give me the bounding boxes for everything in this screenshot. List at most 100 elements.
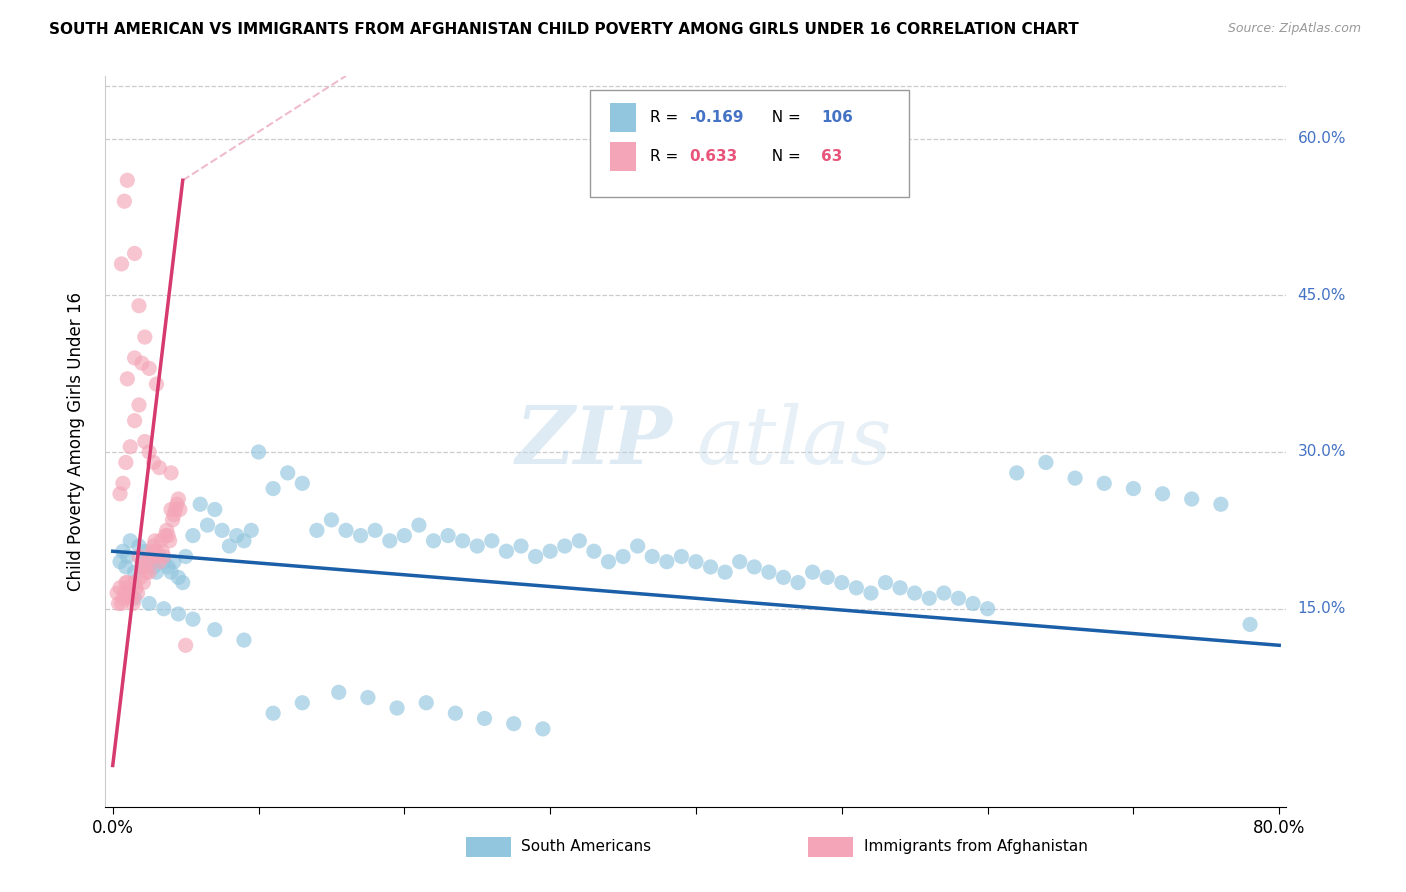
Point: [364, 524, 387, 538]
Point: [845, 581, 868, 595]
Point: [156, 524, 179, 538]
Point: [211, 524, 233, 538]
Point: [120, 440, 142, 454]
Point: [111, 544, 134, 558]
Point: [1239, 617, 1261, 632]
Point: [291, 476, 314, 491]
Point: [152, 549, 174, 564]
Point: [385, 701, 408, 715]
Point: [167, 491, 190, 506]
Point: [568, 533, 591, 548]
Point: [138, 445, 160, 459]
Point: [671, 549, 693, 564]
Point: [685, 555, 707, 569]
Point: [160, 502, 183, 516]
Point: [233, 633, 256, 648]
Point: [197, 518, 219, 533]
Point: [349, 528, 371, 542]
Text: Source: ZipAtlas.com: Source: ZipAtlas.com: [1227, 22, 1361, 36]
Point: [582, 544, 605, 558]
Point: [481, 533, 503, 548]
Point: [138, 597, 160, 611]
Point: [394, 528, 416, 542]
Point: [112, 586, 135, 600]
Point: [772, 570, 794, 584]
Point: [124, 351, 146, 365]
Point: [889, 581, 911, 595]
Point: [111, 476, 134, 491]
Point: [128, 539, 150, 553]
Point: [437, 528, 460, 542]
Point: [598, 555, 620, 569]
Point: [1122, 482, 1144, 496]
Point: [111, 591, 134, 606]
Point: [128, 549, 150, 564]
Point: [115, 575, 138, 590]
Point: [918, 591, 941, 606]
Point: [188, 497, 211, 511]
Point: [305, 524, 328, 538]
Point: [262, 706, 284, 721]
Point: [120, 586, 142, 600]
Point: [531, 722, 554, 736]
Text: R =: R =: [650, 110, 683, 125]
Point: [117, 372, 139, 386]
Text: SOUTH AMERICAN VS IMMIGRANTS FROM AFGHANISTAN CHILD POVERTY AMONG GIRLS UNDER 16: SOUTH AMERICAN VS IMMIGRANTS FROM AFGHAN…: [49, 22, 1078, 37]
Point: [132, 575, 155, 590]
Point: [948, 591, 970, 606]
Point: [204, 502, 226, 516]
Point: [162, 513, 184, 527]
Point: [115, 560, 138, 574]
Text: N =: N =: [762, 149, 806, 164]
Point: [714, 565, 737, 579]
Point: [149, 533, 172, 548]
Text: 45.0%: 45.0%: [1298, 288, 1346, 302]
Point: [160, 466, 183, 480]
Bar: [610, 142, 636, 171]
Point: [335, 524, 357, 538]
Point: [148, 460, 170, 475]
Point: [225, 528, 247, 542]
Point: [247, 445, 270, 459]
Point: [167, 570, 190, 584]
Point: [122, 597, 145, 611]
Point: [167, 607, 190, 621]
Point: [117, 575, 139, 590]
Point: [159, 533, 181, 548]
Point: [107, 597, 129, 611]
Point: [1209, 497, 1232, 511]
Point: [444, 706, 467, 721]
Point: [143, 533, 166, 548]
Text: R =: R =: [650, 149, 683, 164]
Point: [538, 544, 561, 558]
Point: [815, 570, 838, 584]
Point: [1005, 466, 1028, 480]
Point: [155, 528, 177, 542]
Point: [145, 544, 167, 558]
Point: [1064, 471, 1087, 485]
Point: [163, 555, 186, 569]
Point: [128, 299, 150, 313]
Point: [124, 414, 146, 428]
Text: 60.0%: 60.0%: [1298, 131, 1346, 146]
Bar: [808, 837, 853, 857]
Point: [150, 544, 173, 558]
Point: [240, 524, 263, 538]
Point: [128, 398, 150, 412]
Point: [904, 586, 927, 600]
Point: [408, 518, 430, 533]
Point: [554, 539, 576, 553]
Point: [1181, 491, 1204, 506]
Point: [115, 455, 138, 469]
Point: [141, 544, 163, 558]
Text: 0.633: 0.633: [689, 149, 737, 164]
Point: [291, 696, 314, 710]
Point: [124, 591, 146, 606]
Point: [962, 597, 984, 611]
Point: [932, 586, 955, 600]
Point: [134, 434, 156, 449]
Point: [277, 466, 299, 480]
Point: [357, 690, 380, 705]
Point: [136, 555, 159, 569]
Point: [134, 330, 156, 344]
